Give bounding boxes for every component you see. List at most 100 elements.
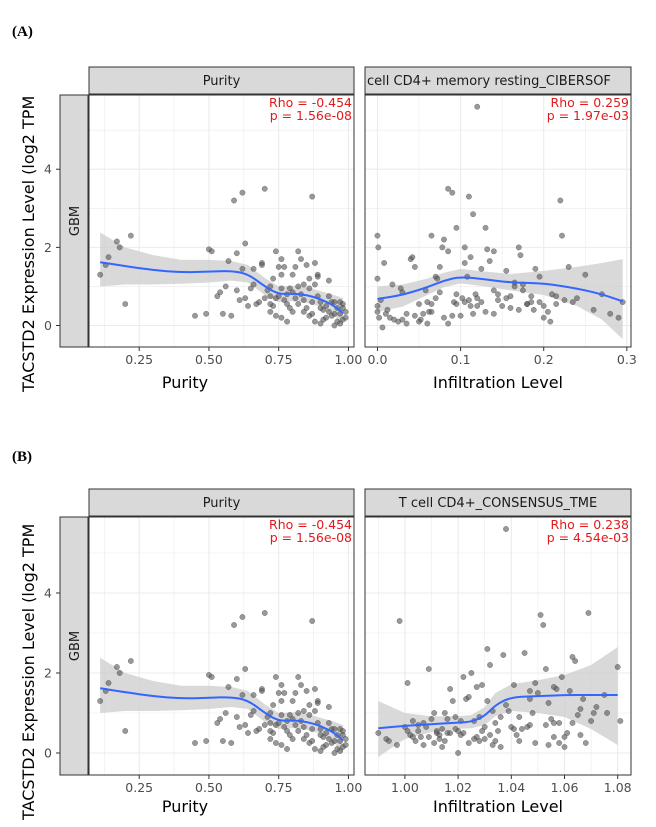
data-point [317,304,324,311]
data-point [311,708,318,714]
data-point [484,246,491,253]
data-point [436,263,443,270]
data-point [306,275,313,282]
data-point [311,746,318,752]
data-point [465,193,472,200]
data-point [524,301,531,307]
data-point [484,646,491,652]
facet-strip-label: cell CD4+ memory resting_CIBERSOF [367,74,611,89]
data-point [561,734,568,740]
data-point [339,304,346,311]
data-point [495,297,501,304]
data-point [532,680,539,686]
data-point [507,304,514,311]
x-axis-title: Infiltration Level [433,373,563,392]
data-point [309,310,316,317]
data-point [467,303,474,309]
data-point [289,271,296,278]
data-point [113,664,120,670]
rho-annotation: Rho = -0.454 [269,517,352,532]
data-point [540,314,547,321]
data-point [511,682,517,688]
data-point [409,734,416,740]
data-point [272,740,279,746]
data-point [449,189,456,196]
data-point [453,224,460,231]
data-point [518,726,525,732]
data-point [284,746,291,752]
data-point [557,197,564,204]
data-point [275,690,282,696]
confidence-band [100,657,343,754]
data-point [528,293,535,300]
y-tick-label: 0 [44,318,52,333]
data-point [242,295,249,302]
data-point [409,254,416,261]
data-point [270,730,277,736]
data-point [97,698,104,704]
data-point [452,714,459,720]
data-point [375,730,382,736]
data-point [433,728,440,734]
x-tick-label: 1.00 [391,780,419,795]
data-point [337,320,344,327]
data-point [219,738,226,744]
data-point [306,285,313,292]
data-point [530,306,537,313]
scatter-panel-a-infiltration: cell CD4+ memory resting_CIBERSOF Rho = 0… [364,66,637,392]
data-point [585,610,592,616]
data-point [445,185,452,192]
data-point [261,722,268,728]
data-point [192,740,198,746]
data-point [499,303,506,309]
data-point [222,283,229,290]
data-point [417,734,424,740]
data-point [569,720,576,726]
data-point [441,236,447,243]
data-point [467,254,474,261]
data-point [428,308,435,315]
data-point [425,734,432,740]
data-point [242,240,249,247]
data-point [434,275,441,282]
data-point [457,312,464,319]
data-point [342,314,349,321]
smooth-line [100,687,344,741]
data-point [300,736,307,742]
smooth-line [377,276,624,303]
data-point [208,674,215,680]
data-point [278,682,285,688]
data-point [403,320,410,327]
x-axis-title: Infiltration Level [433,797,563,816]
data-point [481,736,488,742]
data-point [250,708,257,714]
data-point [306,712,313,718]
data-point [375,244,382,251]
x-axis-title: Purity [162,373,208,392]
data-point [564,730,571,736]
data-point [292,690,299,696]
data-point [534,690,541,696]
data-point [497,744,504,750]
data-point [561,297,568,304]
data-point [272,248,279,255]
data-point [311,686,318,692]
panel-label-a: (A) [12,24,33,40]
data-point [490,310,497,317]
data-point [495,728,501,734]
data-point [331,750,338,756]
data-point [342,742,349,748]
data-point [225,684,232,690]
facet-strip [88,488,355,517]
x-tick-label: 0.25 [125,780,153,795]
data-point [439,726,446,732]
data-point [550,684,557,690]
data-point [425,666,432,672]
data-point [300,297,307,304]
data-point [404,680,411,686]
data-point [484,698,491,704]
data-point [460,674,467,680]
